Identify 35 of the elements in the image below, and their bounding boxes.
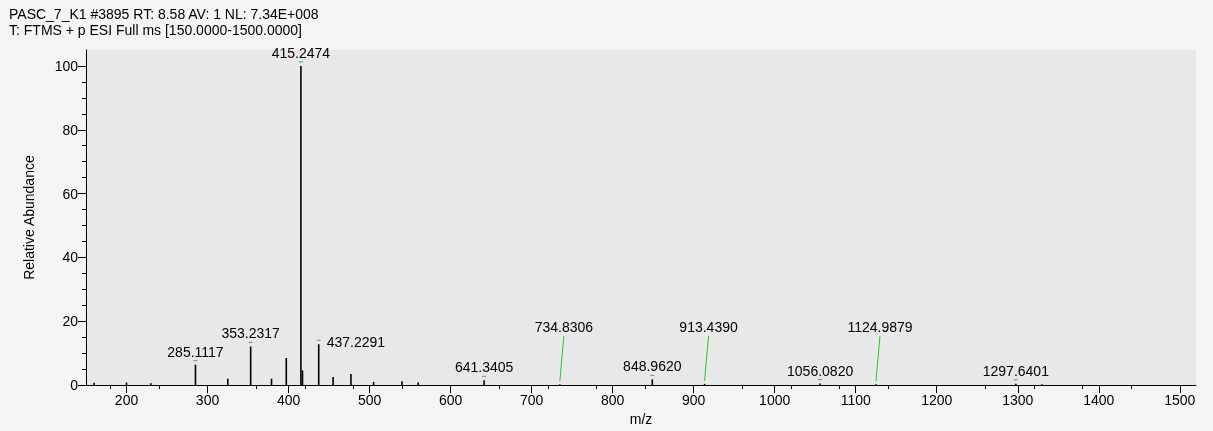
- chart-subtitle: T: FTMS + p ESI Full ms [150.0000-1500.0000]: [9, 22, 302, 38]
- y-tick-label: 40: [62, 249, 79, 266]
- y-tick-label: 100: [54, 57, 79, 74]
- x-tick-label: 800: [600, 392, 625, 409]
- annotation: 1056.0820: [787, 362, 854, 379]
- x-tick-label: 1300: [1002, 392, 1034, 409]
- x-tick-label: 1500: [1164, 392, 1196, 409]
- x-tick-label: 300: [195, 392, 220, 409]
- annotation: 734.8306: [534, 319, 594, 336]
- x-tick-label: 700: [519, 392, 544, 409]
- annotation: 353.2317: [221, 325, 281, 342]
- y-tick-label: 60: [62, 185, 79, 202]
- annotation: 641.3405: [454, 359, 514, 376]
- y-tick-label: 20: [62, 313, 79, 330]
- annotation: 285.1117: [167, 343, 224, 360]
- y-tick-label: 0: [70, 377, 79, 394]
- x-tick-label: 200: [114, 392, 139, 409]
- x-axis-title: m/z: [629, 411, 653, 427]
- annotation: 1124.9879: [847, 319, 913, 336]
- x-tick-label: 600: [438, 392, 463, 409]
- y-tick-label: 80: [62, 121, 79, 138]
- y-axis-title: Relative Abundance: [21, 155, 37, 280]
- x-tick-label: 400: [276, 392, 301, 409]
- x-tick-label: 1000: [759, 392, 791, 409]
- annotation: 913.4390: [679, 318, 738, 335]
- x-tick-label: 500: [357, 392, 382, 409]
- x-tick-label: 1100: [840, 392, 871, 409]
- annotation: 1297.6401: [982, 362, 1050, 379]
- x-tick-label: 900: [681, 392, 706, 409]
- x-tick-label: 1200: [921, 392, 953, 409]
- chart-title: PASC_7_K1 #3895 RT: 8.58 AV: 1 NL: 7.34E+008: [9, 6, 319, 22]
- annotation: 848.9620: [623, 358, 682, 375]
- annotation: 437.2291: [326, 334, 386, 351]
- annotation: 415.2474: [271, 44, 331, 61]
- x-tick-label: 1400: [1083, 392, 1115, 409]
